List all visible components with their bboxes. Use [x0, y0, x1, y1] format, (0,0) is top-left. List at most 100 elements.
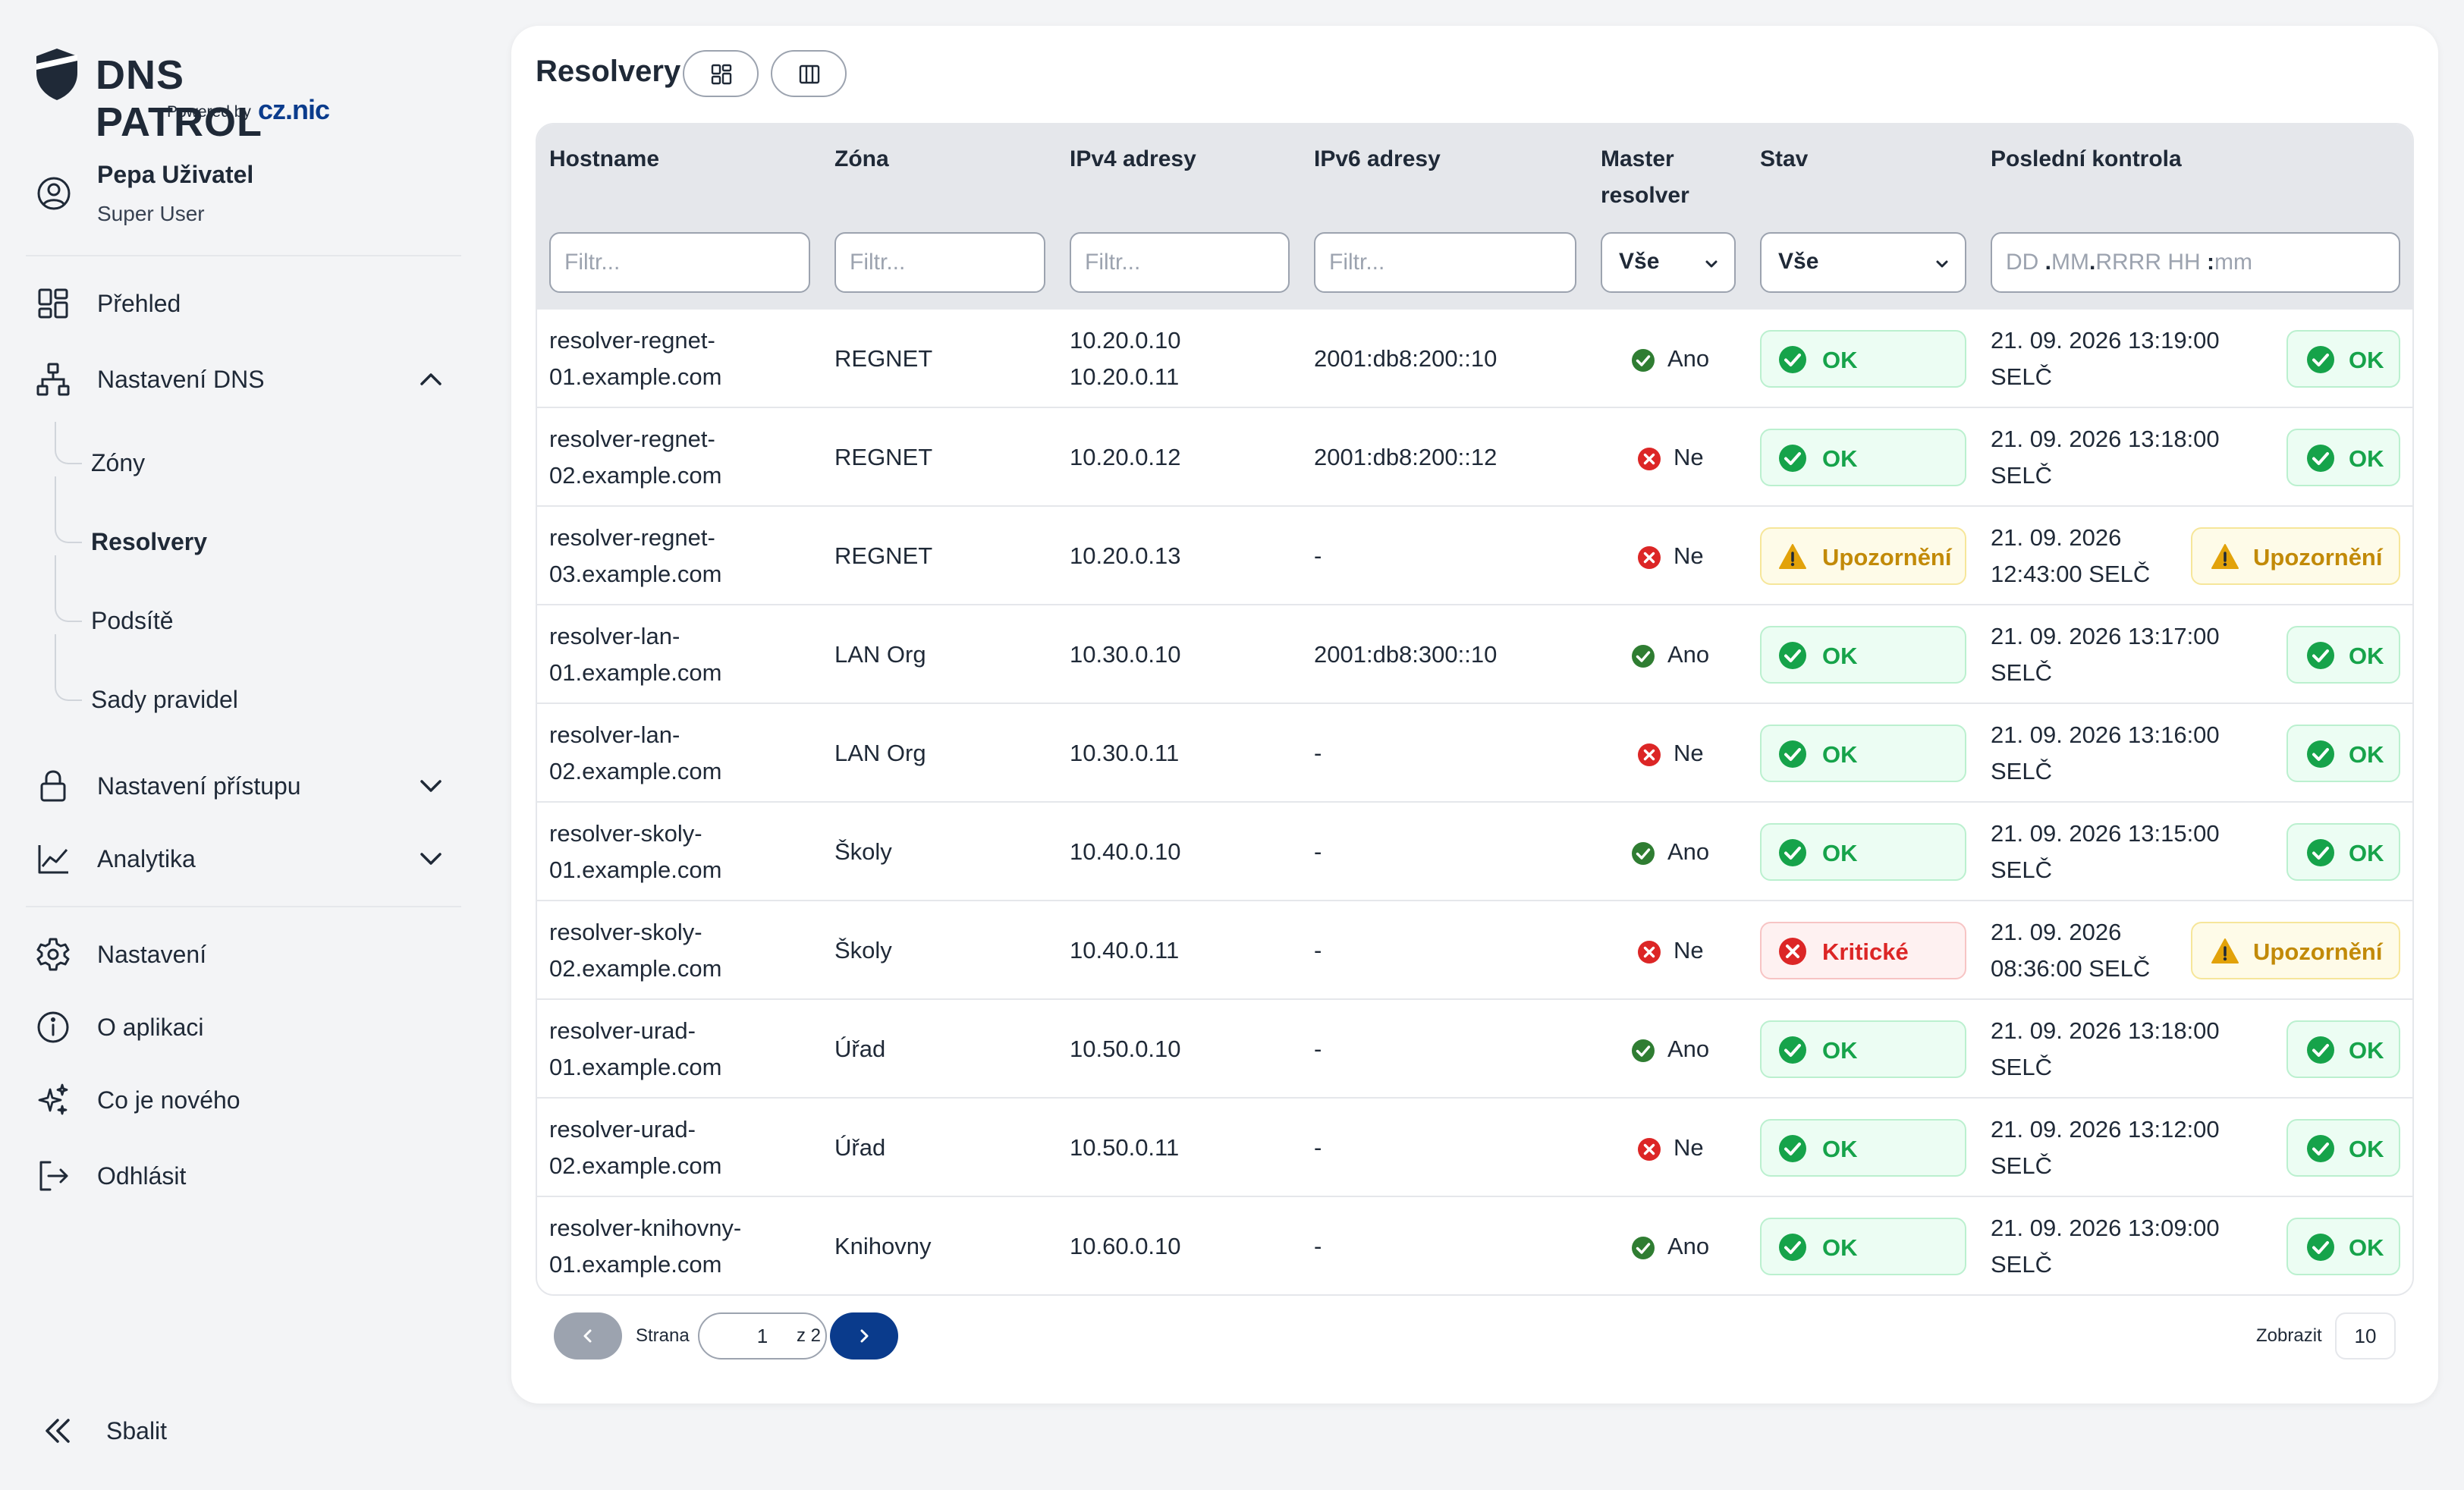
table-row[interactable]: resolver-urad- 02.example.com Úřad 10.50.0.…	[537, 1097, 2412, 1196]
last-check-badge: OK	[2286, 1218, 2400, 1275]
page-size-select[interactable]: 10	[2335, 1312, 2396, 1360]
hostname-filter-input[interactable]: Filtr...	[549, 232, 810, 293]
master-value: Ne	[1674, 937, 1704, 963]
ipv6-cell: -	[1314, 542, 1322, 569]
page-number-input[interactable]: 1	[698, 1312, 827, 1360]
last-check-state-label: OK	[2349, 1136, 2384, 1162]
zone-cell: LAN Org	[834, 740, 926, 766]
zone-filter-input[interactable]: Filtr...	[834, 232, 1045, 293]
column-header-ipv6[interactable]: IPv6 adresy	[1314, 146, 1441, 171]
last-check-state-label: OK	[2349, 643, 2384, 669]
state-filter-value: Vše	[1778, 249, 1819, 274]
hostname-cell[interactable]: resolver-regnet- 02.example.com	[549, 421, 721, 494]
user-profile[interactable]: Pepa Uživatel Super User	[35, 156, 460, 232]
chevron-down-icon[interactable]	[417, 845, 445, 872]
nav-item-overview[interactable]: Přehled	[35, 279, 460, 328]
hostname-part: resolver-urad-	[549, 1017, 696, 1044]
lock-icon	[40, 770, 66, 802]
zone-cell: REGNET	[834, 444, 933, 470]
nav-item-about[interactable]: O aplikaci	[35, 1003, 460, 1051]
hostname-cell[interactable]: resolver-lan- 02.example.com	[549, 717, 721, 790]
nav-item-settings[interactable]: Nastavení	[35, 930, 460, 979]
chevron-up-icon[interactable]	[417, 366, 445, 393]
hostname-part: resolver-regnet-	[549, 524, 715, 551]
column-header-master[interactable]: Master resolver	[1601, 141, 1689, 214]
last-check-state-label: OK	[2349, 445, 2384, 472]
table-row[interactable]: resolver-urad- 01.example.com Úřad 10.50.0.…	[537, 998, 2412, 1097]
zone-cell: REGNET	[834, 542, 933, 569]
nav-item-dns-settings[interactable]: Nastavení DNS	[35, 355, 460, 404]
hostname-cell[interactable]: resolver-urad- 02.example.com	[549, 1111, 721, 1184]
nav-item-logout[interactable]: Odhlásit	[35, 1152, 460, 1200]
check-circle-icon	[1778, 740, 1807, 769]
last-check-badge: OK	[2286, 1119, 2400, 1177]
nav-item-analytics[interactable]: Analytika	[35, 835, 460, 883]
table-row[interactable]: resolver-skoly- 02.example.com Školy 10.40.…	[537, 900, 2412, 998]
last-check-time: SELČ	[1991, 1054, 2052, 1080]
gear-icon	[36, 938, 70, 971]
x-circle-icon	[1637, 741, 1661, 766]
resolvers-table: Hostname Zóna IPv4 adresy IPv6 adresy Ma…	[536, 123, 2414, 1296]
check-circle-icon	[2306, 444, 2335, 473]
next-page-button[interactable]	[830, 1312, 898, 1360]
table-row[interactable]: resolver-lan- 02.example.com LAN Org 10.30.…	[537, 703, 2412, 801]
grid-view-button[interactable]	[683, 50, 759, 97]
company-logo: cz.nic	[258, 94, 330, 125]
table-row[interactable]: resolver-knihovny- 01.example.com Knihovny…	[537, 1196, 2412, 1294]
hostname-cell[interactable]: resolver-skoly- 02.example.com	[549, 914, 721, 987]
hostname-cell[interactable]: resolver-skoly- 01.example.com	[549, 816, 721, 888]
state-label: Kritické	[1822, 938, 1909, 965]
app-title: DNS PATROL	[96, 52, 262, 145]
column-header-hostname[interactable]: Hostname	[549, 146, 660, 171]
zone-cell: LAN Org	[834, 641, 926, 668]
hostname-cell[interactable]: resolver-regnet- 03.example.com	[549, 520, 721, 593]
table-row[interactable]: resolver-regnet- 01.example.com REGNET 10.2…	[537, 308, 2412, 407]
ipv4-filter-input[interactable]: Filtr...	[1070, 232, 1290, 293]
nav-subitem-zones[interactable]: Zóny	[55, 422, 434, 483]
ipv4-address: 10.20.0.10	[1070, 327, 1181, 354]
column-header-ipv4[interactable]: IPv4 adresy	[1070, 146, 1196, 171]
hostname-cell[interactable]: resolver-urad- 01.example.com	[549, 1013, 721, 1086]
hostname-cell[interactable]: resolver-lan- 01.example.com	[549, 618, 721, 691]
column-header-zone[interactable]: Zóna	[834, 146, 889, 171]
table-row[interactable]: resolver-lan- 01.example.com LAN Org 10.30.…	[537, 604, 2412, 703]
master-value: Ano	[1667, 1233, 1710, 1259]
ipv6-filter-input[interactable]: Filtr...	[1314, 232, 1576, 293]
last-check-date-filter[interactable]: DD .MM.RRRR HH :mm	[1991, 232, 2400, 293]
columns-view-button[interactable]	[771, 50, 847, 97]
hostname-cell[interactable]: resolver-regnet- 01.example.com	[549, 322, 721, 395]
nav-subitem-resolvers[interactable]: Resolvery	[55, 476, 434, 561]
hostname-part: 03.example.com	[549, 561, 722, 587]
nav-subitem-subnets[interactable]: Podsítě	[55, 555, 434, 640]
hostname-cell[interactable]: resolver-knihovny- 01.example.com	[549, 1210, 741, 1283]
powered-by-label: Powered by	[167, 103, 251, 121]
table-row[interactable]: resolver-regnet- 03.example.com REGNET 10.2…	[537, 505, 2412, 604]
last-check-state-label: OK	[2349, 741, 2384, 768]
last-check-badge: OK	[2286, 330, 2400, 388]
column-header-last-check[interactable]: Poslední kontrola	[1991, 146, 2182, 171]
column-header-master-line1: Master	[1601, 146, 1674, 171]
chevron-down-icon[interactable]	[417, 772, 445, 800]
column-header-state[interactable]: Stav	[1760, 146, 1809, 171]
last-check-date: 21. 09. 2026 13:19:00	[1991, 327, 2220, 354]
state-filter-select[interactable]: Vše	[1760, 232, 1966, 293]
nav-subitem-rulesets[interactable]: Sady pravidel	[55, 634, 434, 719]
state-label: OK	[1822, 1136, 1858, 1162]
ipv4-cell: 10.40.0.11	[1070, 937, 1180, 963]
hostname-part: 01.example.com	[549, 857, 722, 883]
ipv4-cell: 10.20.0.10 10.20.0.11	[1070, 322, 1181, 395]
previous-page-button[interactable]	[554, 1312, 622, 1360]
collapse-sidebar-button[interactable]: Sbalit	[35, 1407, 338, 1455]
table-row[interactable]: resolver-skoly- 01.example.com Školy 10.40.…	[537, 801, 2412, 900]
table-row[interactable]: resolver-regnet- 02.example.com REGNET 10.2…	[537, 407, 2412, 505]
nav-item-access-settings[interactable]: Nastavení přístupu	[35, 762, 460, 810]
app-logo[interactable]: DNS PATROL Powered by cz.nic	[35, 47, 354, 145]
nav-item-whats-new[interactable]: Co je nového	[35, 1076, 460, 1124]
state-badge: Kritické	[1760, 922, 1966, 979]
hostname-part: resolver-knihovny-	[549, 1215, 742, 1241]
master-filter-select[interactable]: Vše	[1601, 232, 1736, 293]
last-check-cell: 21. 09. 2026 12:43:00 SELČ	[1991, 520, 2150, 593]
check-circle-icon	[1778, 838, 1807, 867]
zone-cell: Školy	[834, 937, 892, 963]
last-check-time: SELČ	[1991, 1152, 2052, 1179]
